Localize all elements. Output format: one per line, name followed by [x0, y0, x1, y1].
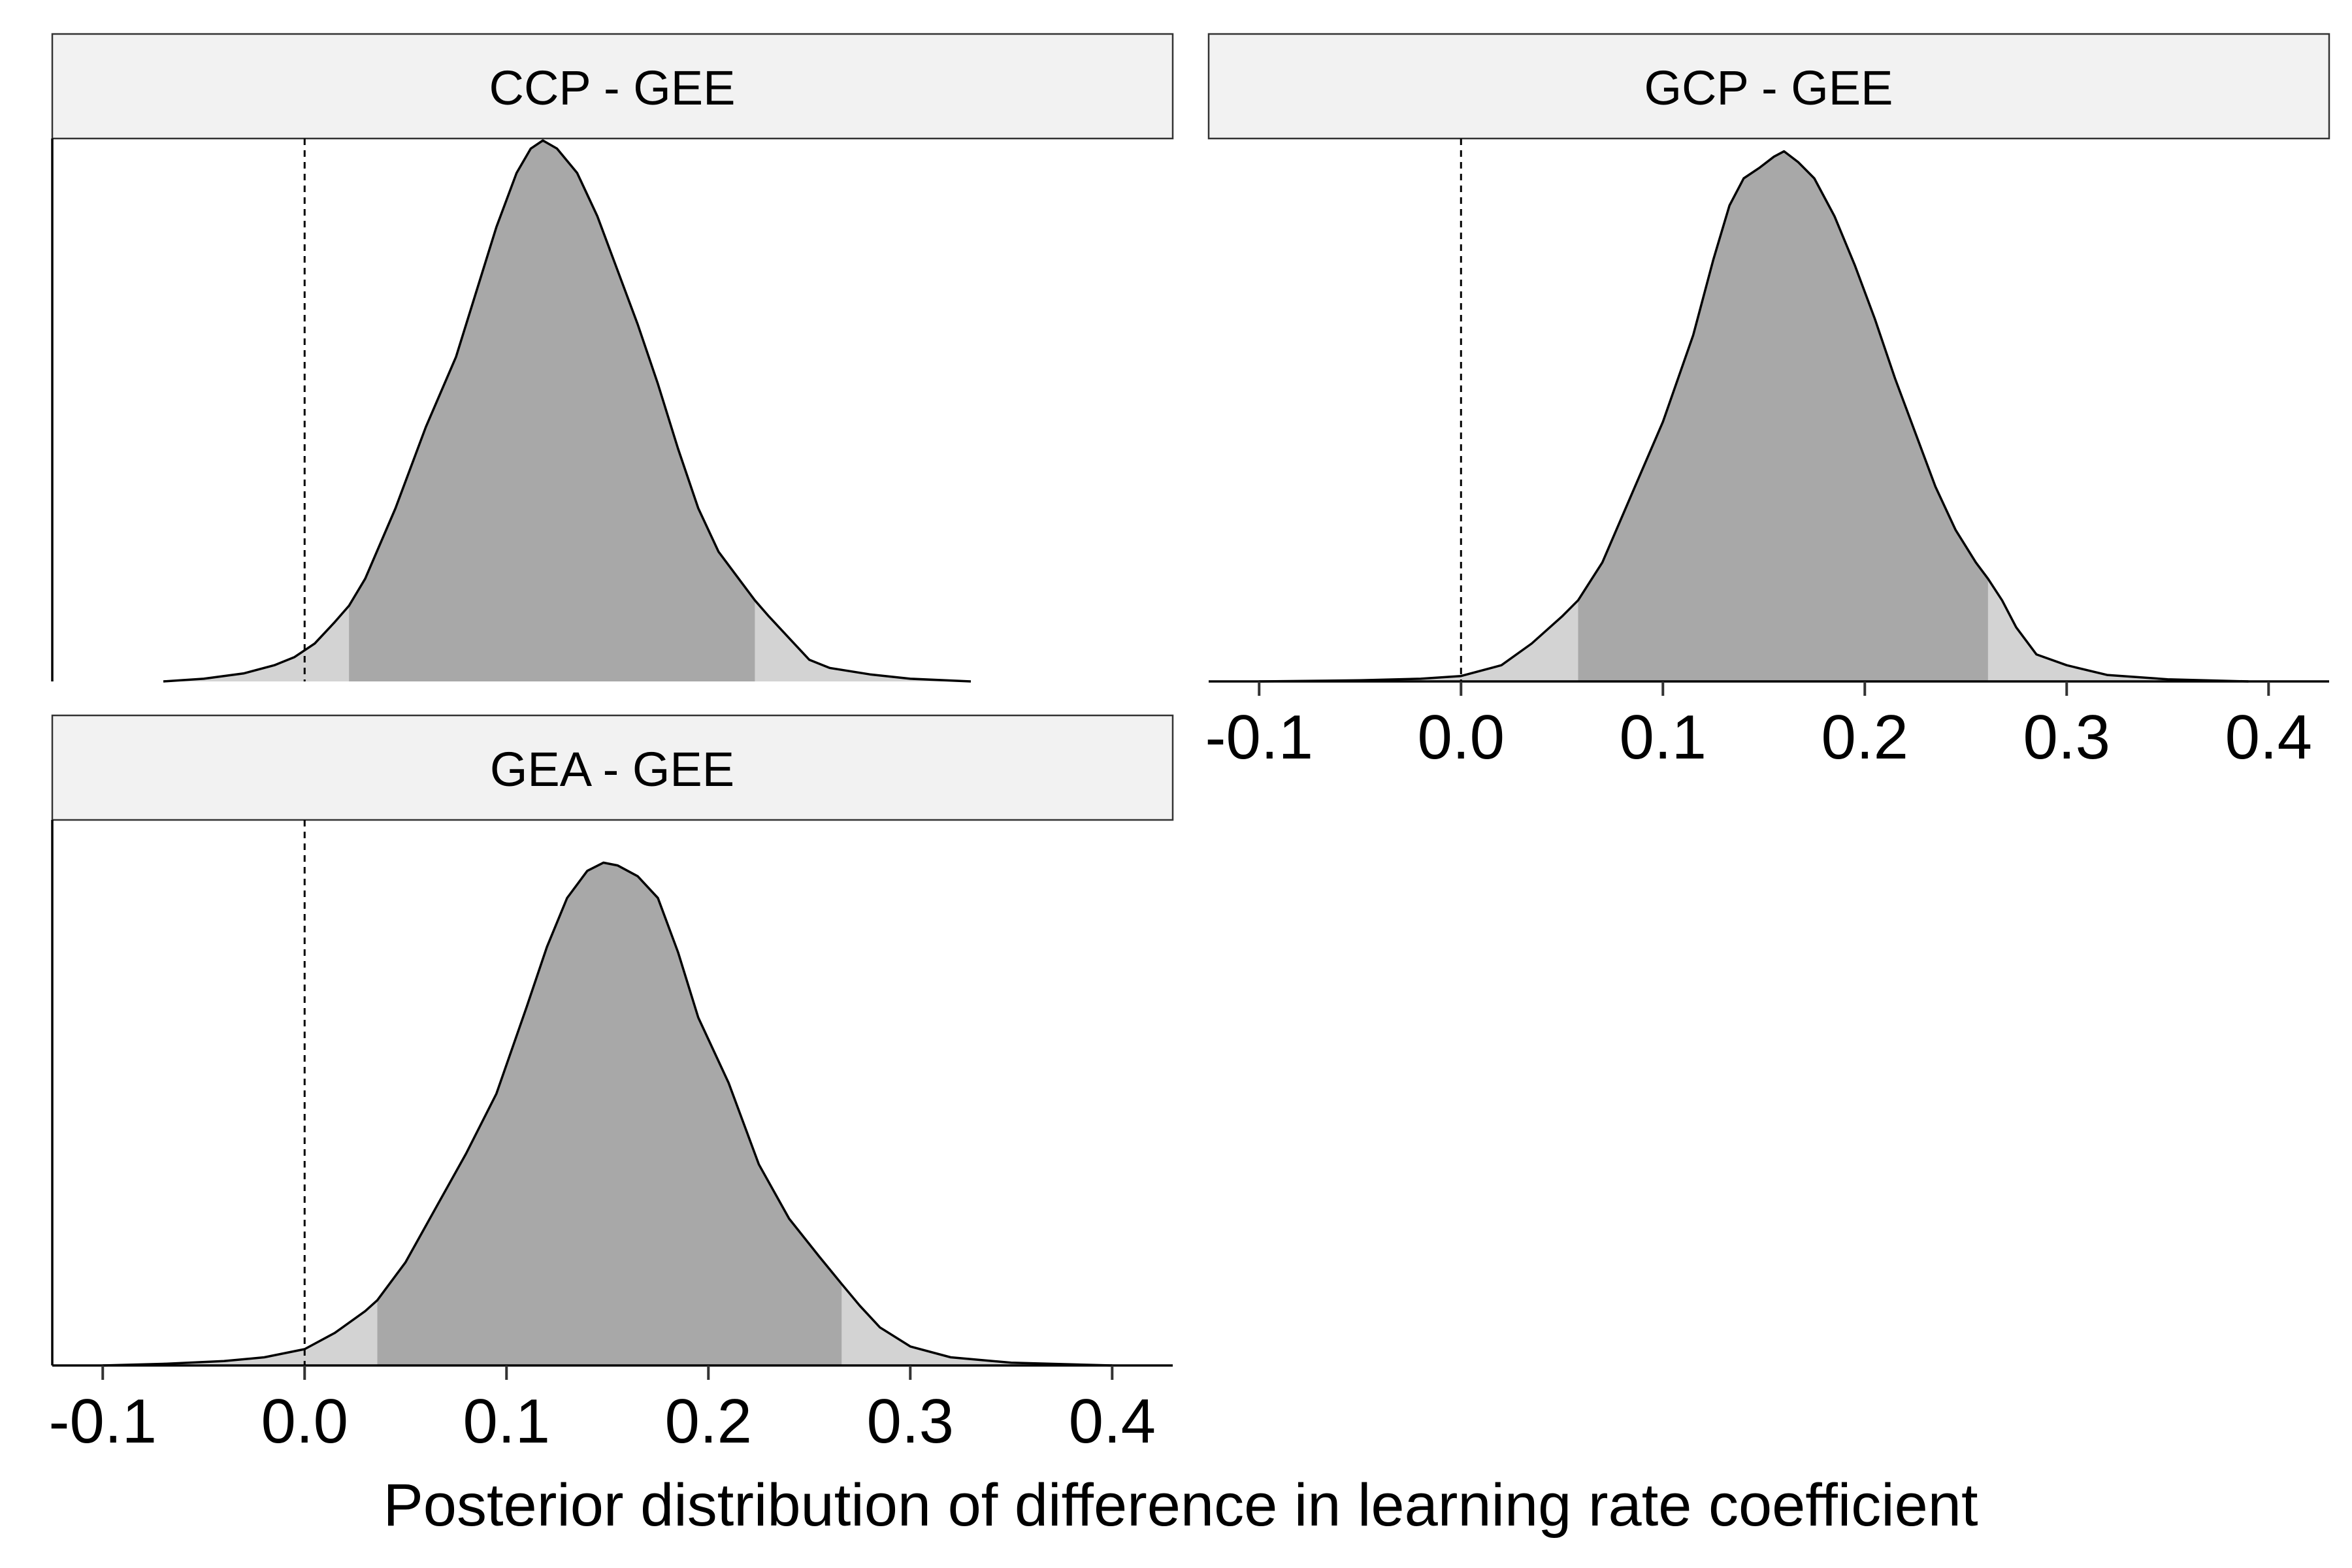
x-tick-label: 0.0	[1418, 702, 1505, 772]
x-tick-label: 0.3	[2023, 702, 2110, 772]
x-tick-label: 0.4	[1069, 1386, 1156, 1456]
panel-title-ccp-gee: CCP - GEE	[489, 61, 736, 115]
x-axis-ticks-gea: -0.1 0.0 0.1 0.2 0.3 0.4	[49, 1365, 1156, 1456]
x-axis-title: Posterior distribution of difference in …	[383, 1472, 1978, 1539]
credible-interval-area	[1578, 151, 1988, 682]
density-plot-gea-gee	[103, 820, 1113, 1367]
density-curve	[1259, 150, 2249, 683]
x-tick-label: 0.2	[665, 1386, 752, 1456]
x-tick-label: 0.4	[2225, 702, 2312, 772]
credible-interval-area	[377, 862, 842, 1365]
x-tick-label: 0.3	[867, 1386, 954, 1456]
panel-gea-gee: GEA - GEE -0.1 0.0 0.1 0.2 0.3 0.4	[49, 714, 1174, 1456]
x-tick-label: 0.1	[463, 1386, 550, 1456]
panel-ccp-gee: CCP - GEE	[51, 33, 1174, 683]
x-tick-label: 0.0	[261, 1386, 348, 1456]
x-tick-label: 0.2	[1821, 702, 1908, 772]
panel-title-gea-gee: GEA - GEE	[490, 742, 734, 796]
strip-gea-gee	[51, 714, 1174, 821]
density-curve	[163, 139, 972, 683]
density-curve	[103, 861, 1113, 1367]
credible-interval-area	[349, 140, 755, 681]
x-tick-label: -0.1	[1205, 702, 1313, 772]
panel-title-gcp-gee: GCP - GEE	[1644, 61, 1893, 115]
strip-gcp-gee	[1207, 33, 2330, 140]
x-tick-label: -0.1	[49, 1386, 157, 1456]
x-tick-label: 0.1	[1620, 702, 1707, 772]
x-axis-ticks-gcp: -0.1 0.0 0.1 0.2 0.3 0.4	[1205, 681, 2312, 772]
density-plot-gcp-gee	[1259, 139, 2249, 683]
panel-gcp-gee: GCP - GEE -0.1 0.0 0.1 0.2 0.3 0.4	[1205, 33, 2330, 772]
strip-ccp-gee	[51, 33, 1174, 140]
density-plot-ccp-gee	[163, 139, 972, 683]
